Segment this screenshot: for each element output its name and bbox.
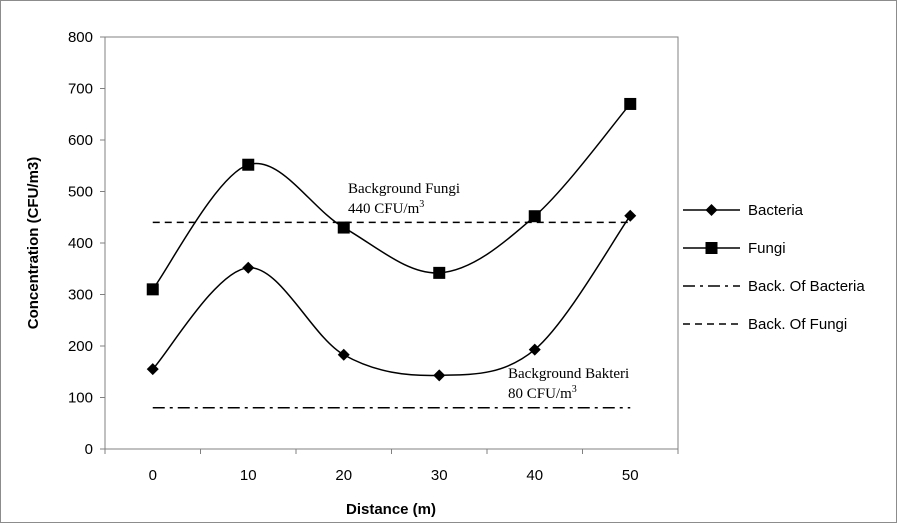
y-tick-label: 800 xyxy=(68,29,93,46)
x-tick-label: 50 xyxy=(622,467,639,484)
series-line xyxy=(152,215,631,377)
y-tick-label: 700 xyxy=(68,81,93,98)
legend-label: Fungi xyxy=(748,240,786,257)
plot-area xyxy=(104,36,679,450)
y-axis-ticks: 0 100 200 300 400 500 600 700 800 xyxy=(68,29,105,458)
y-tick-label: 400 xyxy=(68,235,93,252)
series-fungi xyxy=(146,97,637,296)
x-tick-label: 20 xyxy=(335,467,352,484)
data-point xyxy=(242,261,255,274)
y-axis-title: Concentration (CFU/m3) xyxy=(25,157,42,330)
data-point xyxy=(433,369,446,382)
legend-label: Back. Of Fungi xyxy=(748,316,847,333)
data-point xyxy=(624,97,637,110)
legend-label: Back. Of Bacteria xyxy=(748,278,865,295)
y-tick-label: 0 xyxy=(85,441,93,458)
x-tick-label: 30 xyxy=(431,467,448,484)
x-axis-title: Distance (m) xyxy=(346,501,436,518)
series-layer xyxy=(146,97,637,409)
legend-marker xyxy=(705,204,718,216)
legend: Bacteria Fungi Back. Of Bacteria Back. Of F… xyxy=(683,202,865,333)
x-tick-label: 0 xyxy=(149,467,157,484)
y-tick-label: 200 xyxy=(68,338,93,355)
legend-item: Back. Of Bacteria xyxy=(683,278,865,295)
y-tick-label: 300 xyxy=(68,287,93,304)
annotation-background-fungi: Background Fungi 440 CFU/m3 xyxy=(348,181,460,217)
annotation-bakteri-value: 80 CFU/m xyxy=(508,386,572,402)
series-line xyxy=(152,103,631,290)
data-point xyxy=(146,363,159,376)
legend-item: Back. Of Fungi xyxy=(683,316,847,333)
annotation-background-bakteri: Background Bakteri 80 CFU/m3 xyxy=(508,366,629,402)
annotation-fungi-value: 440 CFU/m xyxy=(348,201,420,217)
x-tick-label: 40 xyxy=(526,467,543,484)
legend-item: Fungi xyxy=(683,240,786,257)
y-tick-label: 500 xyxy=(68,184,93,201)
data-point xyxy=(337,348,350,361)
data-point xyxy=(146,283,159,296)
legend-item: Bacteria xyxy=(683,202,804,219)
annotation-bakteri-line1: Background Bakteri xyxy=(508,366,629,382)
data-point xyxy=(433,266,446,279)
data-point xyxy=(337,221,350,234)
y-tick-label: 100 xyxy=(68,390,93,407)
data-point xyxy=(528,210,541,223)
data-point xyxy=(242,158,255,171)
x-tick-label: 10 xyxy=(240,467,257,484)
legend-label: Bacteria xyxy=(748,202,804,219)
x-axis-ticks: 0 10 20 30 40 50 xyxy=(104,449,679,484)
legend-marker xyxy=(705,242,718,254)
annotation-bakteri-line2: 80 CFU/m3 xyxy=(508,384,577,402)
y-tick-label: 600 xyxy=(68,132,93,149)
annotation-fungi-sup: 3 xyxy=(419,199,424,210)
series-bacteria xyxy=(146,209,637,382)
data-point xyxy=(528,343,541,356)
data-point xyxy=(624,209,637,222)
annotation-bakteri-sup: 3 xyxy=(572,384,577,395)
annotation-fungi-line2: 440 CFU/m3 xyxy=(348,199,424,217)
annotation-fungi-line1: Background Fungi xyxy=(348,181,460,197)
